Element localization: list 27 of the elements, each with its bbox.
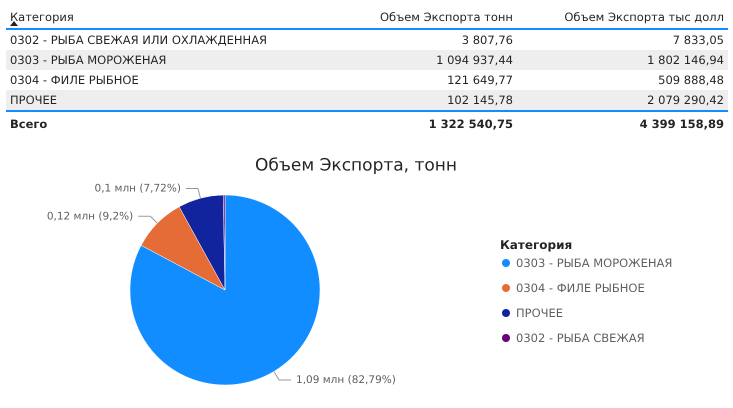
category-label: ПРОЧЕЕ: [6, 90, 340, 111]
chart-title: Объем Экспорта, тонн: [255, 156, 458, 176]
text: Объем Экспорта тыс долл: [516, 4, 728, 29]
text: 1 322 540,75: [428, 117, 513, 131]
legend-title: Категория: [500, 238, 572, 252]
data-label: 121 649,77: [446, 72, 514, 89]
data-label: 509 888,48: [657, 72, 725, 89]
data-label: 2 079 290,42: [516, 90, 728, 111]
category-label: 0304 - ФИЛЕ РЫБНОЕ: [9, 72, 140, 89]
legend-label: ПРОЧЕЕ: [516, 306, 564, 320]
data-label: 1,09 млн (82,79%): [296, 374, 396, 386]
text: Всего: [6, 111, 340, 134]
category-label: 0302 - РЫБА СВЕЖАЯ ИЛИ ОХЛАЖДЕННАЯ: [9, 32, 268, 49]
data-label: 3 807,76: [460, 32, 514, 49]
text: Категория: [6, 4, 340, 29]
legend-label: 0302 - РЫБА СВЕЖАЯ: [516, 331, 645, 345]
text: Объем Экспорта тонн: [340, 4, 517, 29]
data-label: 0,1 млн (7,72%): [94, 182, 181, 195]
data-label: 1 094 937,44: [340, 50, 517, 70]
data-label: 102 145,78: [340, 90, 517, 111]
data-label: 7 833,05: [672, 32, 725, 49]
data-label: 0,12 млн (9,2%): [46, 210, 134, 222]
data-label: 1 802 146,94: [516, 50, 728, 70]
text: 4 399 158,89: [640, 117, 724, 131]
category-label: 0303 - РЫБА МОРОЖЕНАЯ: [6, 50, 340, 70]
legend-label: 0304 - ФИЛЕ РЫБНОЕ: [516, 281, 645, 295]
legend-label: 0303 - РЫБА МОРОЖЕНАЯ: [516, 256, 672, 270]
